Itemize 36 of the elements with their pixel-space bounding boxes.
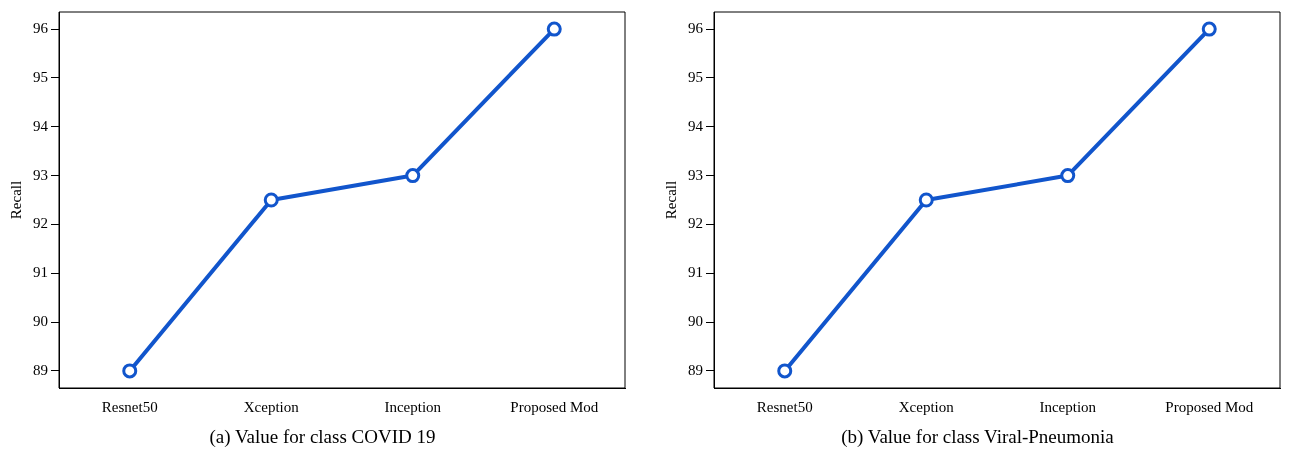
- y-tick-label: 90: [688, 313, 703, 330]
- text: (a) Value for class COVID 19: [208, 426, 437, 448]
- y-tick-label: 93: [33, 166, 48, 183]
- point: [263, 192, 279, 208]
- y-tick-label: 95: [688, 68, 703, 85]
- y-tick-label: 92: [688, 215, 703, 232]
- point: [1201, 21, 1217, 37]
- text: (b) Value for class Viral-Pneumonia: [840, 426, 1115, 448]
- y-axis-title: Recall: [7, 180, 24, 220]
- x-tick-label: Inception: [384, 398, 442, 415]
- point: [777, 363, 793, 379]
- point: [122, 363, 138, 379]
- y-tick-label: 94: [688, 117, 704, 134]
- x-tick-label: Xception: [243, 398, 300, 415]
- point: [918, 192, 934, 208]
- x-tick-label: Resnet50: [101, 398, 158, 415]
- y-tick-label: 94: [33, 117, 49, 134]
- y-tick-label: 91: [33, 264, 48, 281]
- x-tick-label: Inception: [1039, 398, 1097, 415]
- y-tick-label: 89: [688, 361, 703, 378]
- y-tick-label: 96: [688, 20, 704, 37]
- x-tick-label: Xception: [898, 398, 955, 415]
- y-axis-title: Recall: [662, 180, 679, 220]
- x-tick-label: Proposed Mod: [510, 398, 599, 415]
- y-tick-label: 92: [33, 215, 48, 232]
- x-tick-label: Resnet50: [756, 398, 813, 415]
- y-tick-label: 90: [33, 313, 48, 330]
- point: [1060, 168, 1076, 184]
- y-tick-label: 91: [688, 264, 703, 281]
- y-tick-label: 93: [688, 166, 703, 183]
- y-tick-label: 95: [33, 68, 48, 85]
- point: [546, 21, 562, 37]
- y-tick-label: 96: [33, 20, 49, 37]
- y-tick-label: 89: [33, 361, 48, 378]
- point: [405, 168, 421, 184]
- x-tick-label: Proposed Mod: [1165, 398, 1254, 415]
